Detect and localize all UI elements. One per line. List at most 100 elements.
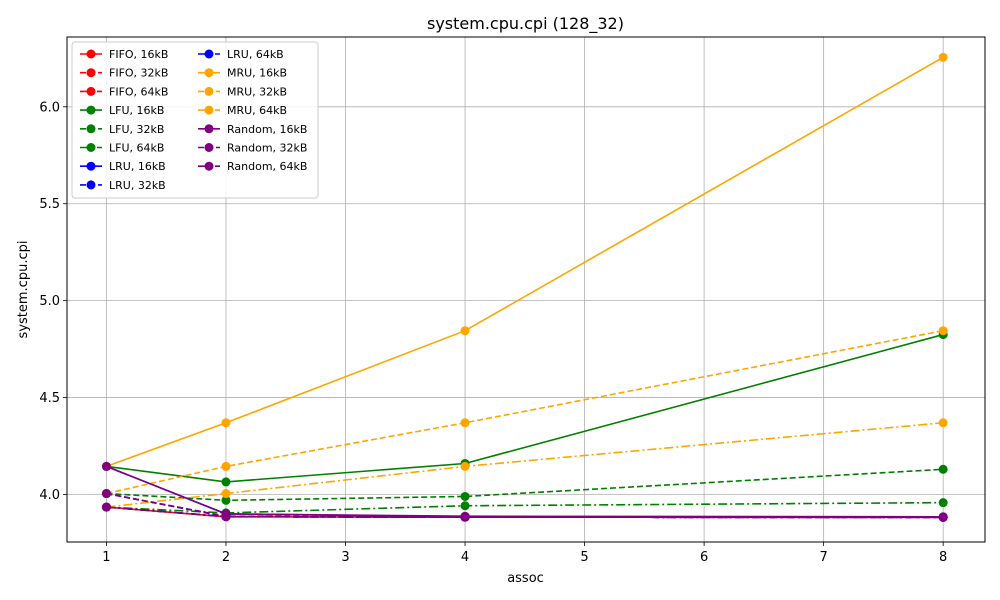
data-point — [221, 489, 231, 499]
legend-marker — [204, 124, 214, 134]
legend-item: LFU, 64kB — [80, 142, 164, 155]
legend-label: Random, 32kB — [227, 142, 307, 155]
x-tick-label: 1 — [102, 550, 110, 565]
data-point — [221, 512, 231, 522]
data-point — [938, 418, 948, 428]
x-tick-label: 4 — [461, 550, 469, 565]
axis-ticks: 1 2 3 4 5 6 7 8 4.0 4.5 5.0 5.5 6.0 — [39, 100, 947, 565]
legend-label: MRU, 16kB — [227, 67, 287, 80]
plot-frame — [66, 36, 986, 543]
data-point — [221, 418, 231, 428]
legend-label: LFU, 16kB — [109, 104, 164, 117]
data-point — [221, 477, 231, 487]
grid — [67, 37, 985, 542]
legend-marker — [86, 161, 96, 171]
series-line — [106, 421, 944, 508]
legend-label: FIFO, 64kB — [109, 85, 168, 98]
series-group — [101, 52, 948, 522]
legend: FIFO, 16kB FIFO, 32kB FIFO, 64kB LFU, 16kB L… — [71, 41, 319, 199]
x-tick-label: 7 — [819, 550, 827, 565]
legend-marker — [86, 49, 96, 59]
legend-item: MRU, 16kB — [198, 67, 287, 80]
x-tick-label: 3 — [341, 550, 349, 565]
series-line — [106, 56, 944, 468]
legend-label: MRU, 64kB — [227, 104, 287, 117]
data-point — [101, 461, 111, 471]
data-point — [221, 461, 231, 471]
legend-label: FIFO, 32kB — [109, 67, 168, 80]
data-point — [460, 461, 470, 471]
legend-label: Random, 16kB — [227, 123, 307, 136]
legend-marker — [204, 143, 214, 152]
legend-marker — [204, 49, 214, 59]
data-point — [460, 512, 470, 522]
series-line — [106, 501, 944, 514]
legend-item: LFU, 16kB — [80, 104, 164, 117]
legend-label: LRU, 64kB — [227, 48, 284, 61]
legend-item: Random, 16kB — [198, 123, 307, 136]
data-point — [101, 489, 111, 499]
x-tick-label: 2 — [222, 550, 230, 565]
legend-item: LRU, 64kB — [198, 48, 284, 61]
legend-label: LFU, 32kB — [109, 123, 164, 136]
data-point — [938, 326, 948, 336]
legend-item: LRU, 16kB — [80, 160, 166, 173]
legend-marker — [86, 105, 96, 115]
legend-label: LRU, 16kB — [109, 160, 166, 173]
legend-item: LFU, 32kB — [80, 123, 164, 136]
legend-item: MRU, 32kB — [198, 85, 287, 98]
series-line — [106, 333, 944, 483]
legend-box — [71, 41, 319, 199]
data-point — [938, 52, 948, 62]
series-mru-32kb — [101, 326, 948, 499]
data-point — [460, 491, 470, 501]
legend-item: LRU, 32kB — [80, 179, 166, 192]
chart-title: system.cpu.cpi (128_32) — [427, 14, 624, 34]
legend-marker — [86, 143, 96, 152]
legend-item: Random, 64kB — [198, 160, 307, 173]
legend-marker — [204, 161, 214, 171]
legend-marker — [204, 105, 214, 115]
x-tick-label: 8 — [939, 550, 947, 565]
series-line — [106, 465, 944, 518]
data-point — [938, 464, 948, 474]
data-point — [460, 326, 470, 336]
legend-marker — [204, 68, 214, 78]
series-line — [106, 329, 944, 495]
legend-label: LRU, 32kB — [109, 179, 166, 192]
legend-item: FIFO, 32kB — [80, 67, 168, 80]
data-point — [221, 495, 231, 505]
series-line — [106, 506, 944, 519]
data-point — [460, 501, 470, 511]
y-tick-label: 5.5 — [39, 197, 60, 212]
legend-item: Random, 32kB — [198, 142, 307, 155]
y-tick-label: 4.5 — [39, 391, 60, 406]
legend-item: FIFO, 16kB — [80, 48, 168, 61]
legend-marker — [204, 86, 214, 96]
x-tick-label: 6 — [700, 550, 708, 565]
x-tick-label: 5 — [580, 550, 588, 565]
legend-label: Random, 64kB — [227, 160, 307, 173]
legend-marker — [86, 124, 96, 134]
series-line — [106, 465, 944, 518]
legend-label: FIFO, 16kB — [109, 48, 168, 61]
legend-label: MRU, 32kB — [227, 85, 287, 98]
data-point — [938, 498, 948, 508]
x-axis-title: assoc — [507, 571, 544, 586]
data-point — [101, 502, 111, 512]
legend-marker — [86, 86, 96, 96]
legend-label: LFU, 64kB — [109, 142, 164, 155]
data-point — [460, 418, 470, 428]
legend-item: FIFO, 64kB — [80, 85, 168, 98]
y-tick-label: 4.0 — [39, 488, 60, 503]
legend-marker — [86, 180, 96, 190]
legend-marker — [86, 68, 96, 78]
y-axis-title: system.cpu.cpi — [16, 241, 31, 339]
y-tick-label: 5.0 — [39, 294, 60, 309]
data-point — [938, 512, 948, 522]
legend-item: MRU, 64kB — [198, 104, 287, 117]
y-tick-label: 6.0 — [39, 100, 60, 115]
series-random-64kb — [101, 502, 948, 522]
series-line — [106, 468, 944, 502]
